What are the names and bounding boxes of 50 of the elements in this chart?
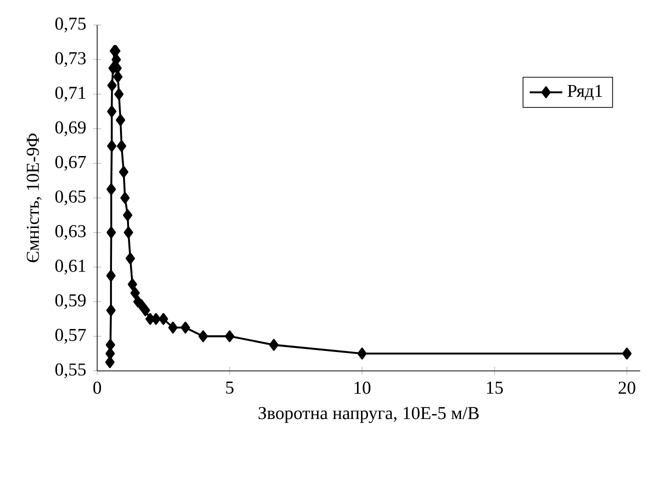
point [114,88,124,100]
point [130,287,140,300]
point [168,322,178,334]
y-tick-label: 0,59 [55,294,86,310]
point [128,278,138,290]
y-tick-label: 0,63 [55,225,86,240]
point [106,304,116,316]
legend-label: Ряд1 [568,84,602,100]
x-tick-label: 10 [354,382,370,394]
y-tick-label: 0,75 [55,18,86,33]
y-axis-title: Ємність, 10Е-9Ф [26,134,42,262]
point [180,322,190,334]
y-tick-label: 0,65 [55,190,86,206]
y-tick-label: 0,73 [55,52,86,68]
x-axis-title: Зворотна напруга, 10Е-5 м/В [258,407,479,424]
point [112,54,121,66]
point [224,330,234,342]
point [124,226,134,239]
point [126,252,135,264]
point [120,192,130,204]
point [106,183,116,196]
point [357,348,367,360]
y-tick-label: 0,57 [55,328,86,344]
point [106,226,116,239]
y-tick-label: 0,55 [55,364,86,378]
point [269,339,279,351]
y-tick-label: 0,67 [55,156,86,171]
point [113,71,123,83]
x-tick-label: 15 [486,382,503,394]
point [158,313,168,326]
point [140,304,150,316]
point [198,330,208,342]
point [119,166,128,178]
point [107,140,116,152]
x-tick-label: 5 [226,382,234,394]
point [106,339,116,351]
point [107,106,116,118]
point [622,348,632,360]
point [122,209,132,222]
y-tick-label: 0,61 [55,260,86,275]
point [116,140,126,152]
point [116,114,126,126]
x-tick-label: 0 [93,382,102,394]
point [105,348,115,360]
point [105,356,115,368]
point [106,270,116,282]
point [107,80,117,92]
y-tick-label: 0,71 [55,86,86,102]
x-tick-label: 20 [618,382,636,394]
y-tick-label: 0,69 [55,121,86,136]
